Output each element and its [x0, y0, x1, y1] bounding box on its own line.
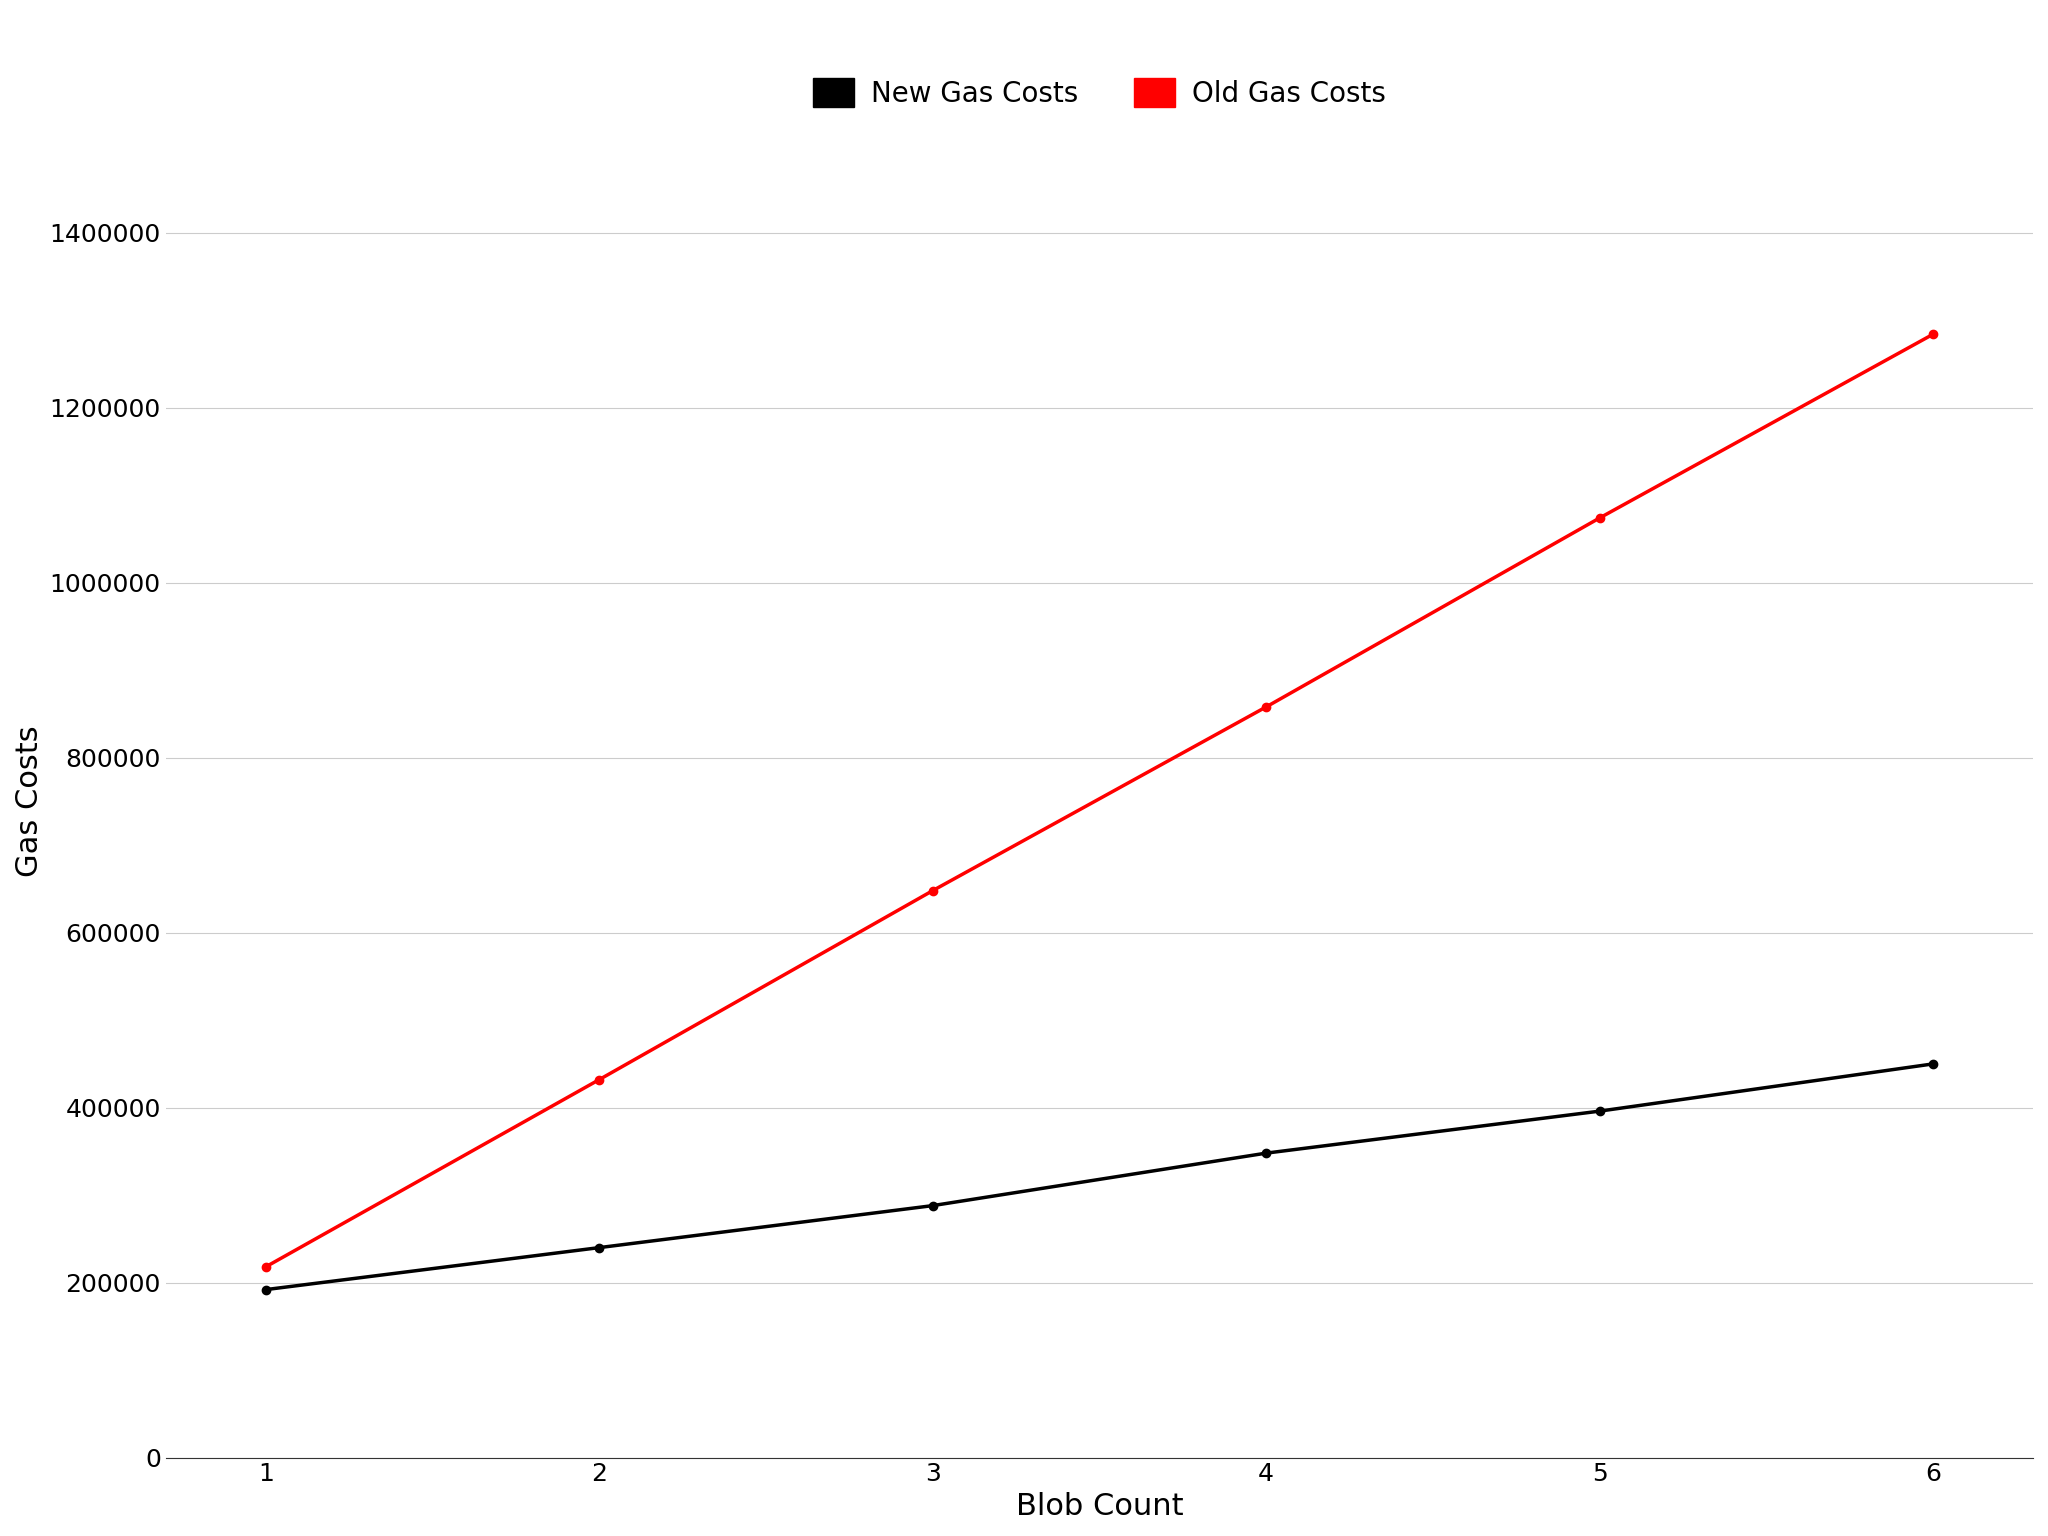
X-axis label: Blob Count: Blob Count: [1016, 1491, 1184, 1521]
Y-axis label: Gas Costs: Gas Costs: [14, 725, 43, 877]
Legend: New Gas Costs, Old Gas Costs: New Gas Costs, Old Gas Costs: [801, 68, 1397, 120]
